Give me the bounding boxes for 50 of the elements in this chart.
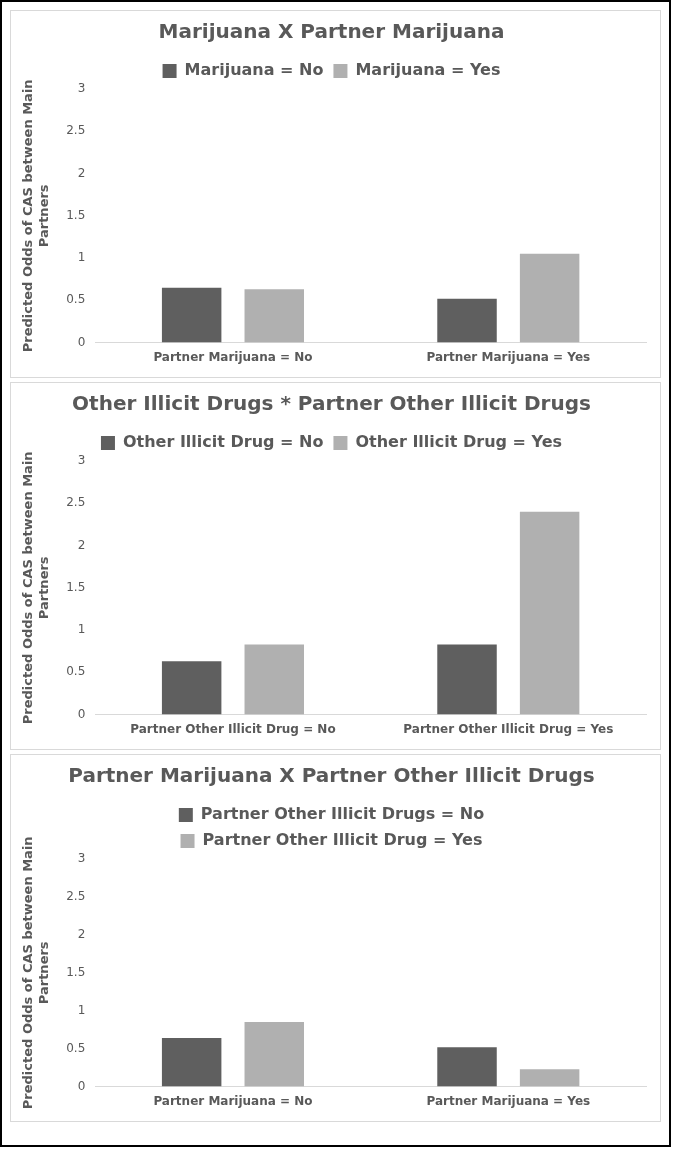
y-tick-label: 1: [77, 622, 86, 637]
bar: [437, 298, 497, 343]
y-tick-label: 0.5: [66, 292, 86, 307]
legend-label: Marijuana = No: [184, 60, 324, 80]
legend-label: Other Illicit Drug = No: [122, 432, 324, 452]
legend-label: Other Illicit Drug = Yes: [355, 432, 563, 452]
bar: [161, 661, 222, 715]
bar: [244, 289, 305, 343]
legend-label: Partner Other Illicit Drug = Yes: [202, 830, 483, 850]
bar: [519, 253, 580, 343]
y-tick-label: 3: [77, 851, 86, 866]
y-axis-title: Predicted Odds of CAS between Main Partners: [20, 836, 51, 1110]
y-tick-label: 0: [77, 334, 86, 349]
y-tick-label: 3: [77, 453, 86, 468]
y-axis-title: Predicted Odds of CAS between Main Partners: [20, 79, 51, 353]
x-tick-label: Partner Marijuana = No: [153, 1093, 313, 1108]
y-tick-label: 2.5: [66, 889, 86, 904]
legend-label: Partner Other Illicit Drugs = No: [200, 804, 485, 824]
y-tick-label: 1: [77, 250, 86, 265]
y-tick-label: 1.5: [66, 964, 86, 979]
bar: [244, 1022, 305, 1087]
y-tick-label: 0: [77, 706, 86, 721]
y-tick-label: 1.5: [66, 207, 86, 222]
legend-label: Marijuana = Yes: [355, 60, 501, 80]
y-tick-label: 3: [77, 81, 86, 96]
y-axis-title: Predicted Odds of CAS between Main Partners: [20, 451, 51, 725]
y-tick-label: 2.5: [66, 495, 86, 510]
y-tick-label: 2: [77, 926, 86, 941]
bar: [437, 1047, 497, 1087]
bar: [244, 644, 305, 715]
chart-title: Partner Marijuana X Partner Other Illicit Drugs: [68, 763, 595, 788]
y-tick-label: 0.5: [66, 664, 86, 679]
chart-title: Marijuana X Partner Marijuana: [158, 19, 505, 44]
y-tick-label: 2: [77, 537, 86, 552]
x-tick-label: Partner Marijuana = Yes: [426, 1093, 591, 1108]
bar: [161, 1038, 222, 1087]
x-tick-label: Partner Marijuana = No: [153, 349, 313, 364]
bar: [161, 287, 222, 343]
x-tick-label: Partner Marijuana = Yes: [426, 349, 591, 364]
y-tick-label: 0.5: [66, 1040, 86, 1055]
y-tick-label: 2: [77, 165, 86, 180]
x-tick-label: Partner Other Illicit Drug = No: [130, 721, 336, 736]
chart-title: Other Illicit Drugs * Partner Other Illicit Drugs: [72, 391, 591, 416]
y-tick-label: 2.5: [66, 123, 86, 138]
y-tick-label: 1.5: [66, 579, 86, 594]
bar: [519, 1069, 580, 1087]
bar: [519, 511, 580, 715]
bar: [437, 644, 497, 715]
y-tick-label: 1: [77, 1002, 86, 1017]
y-tick-label: 0: [77, 1078, 86, 1093]
